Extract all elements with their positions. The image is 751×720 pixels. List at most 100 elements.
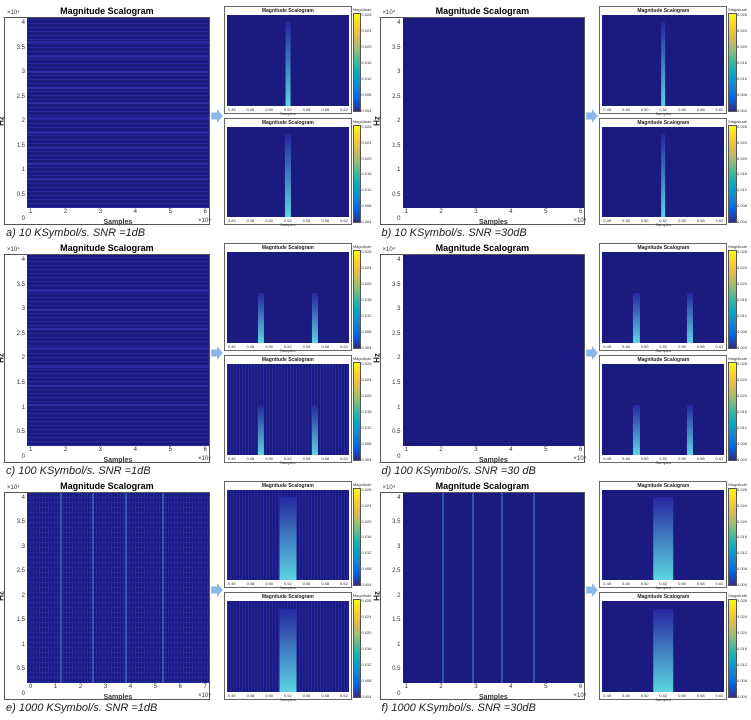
thumb-x-tick: 0.50 [265, 456, 273, 461]
x-tick: 2 [439, 209, 442, 224]
colorbar-strip [353, 250, 362, 349]
x-tick: 4 [509, 684, 512, 699]
colorbar-tick: 0.008 [737, 329, 747, 334]
spike [285, 134, 291, 217]
y-tick: 4 [5, 257, 25, 263]
vstreak [501, 493, 503, 683]
colorbar-tick: 0.020 [737, 281, 747, 286]
thumb-x-tick: 0.55 [678, 456, 686, 461]
colorbar-tick: 0.020 [361, 630, 371, 635]
hband [27, 290, 209, 292]
thumb-plot: Magnitude Scalogram0.450.480.500.520.550… [224, 118, 352, 226]
arrow-icon [585, 481, 599, 700]
x-tick: 3 [474, 209, 477, 224]
scalogram-bg [403, 493, 585, 683]
colorbar-ticks: 0.0280.0240.0200.0160.0120.0080.004 [361, 598, 371, 699]
thumbnail: Magnitude Scalogram0.450.480.500.520.550… [224, 6, 372, 114]
x-tick: 1 [29, 447, 32, 462]
panel-a: Magnitude Scalogram×10⁴43.532.521.510.50… [4, 6, 372, 239]
thumb-x-tick: 0.48 [622, 456, 630, 461]
colorbar-ticks: 0.0280.0240.0200.0160.0120.0080.004 [361, 361, 371, 462]
colorbar-strip [728, 488, 737, 587]
vstreak [162, 493, 164, 683]
x-label: Samples [479, 694, 508, 701]
thumb-title: Magnitude Scalogram [600, 356, 726, 363]
vstreak [125, 493, 127, 683]
thumb-x-tick: 0.45 [228, 456, 236, 461]
colorbar: Magnitude0.0280.0240.0200.0160.0120.0080… [727, 6, 747, 114]
x-tick: 5 [154, 684, 157, 699]
thumb-x-tick: 0.55 [678, 581, 686, 586]
thumb-x-tick: 0.55 [678, 218, 686, 223]
colorbar-tick: 0.012 [361, 550, 371, 555]
main-scalogram: Magnitude Scalogram×10⁴43.532.521.510.50… [380, 481, 586, 700]
thumb-x-tick: 0.50 [641, 693, 649, 698]
y-tick: 0 [5, 691, 25, 697]
thumb-x-axis: 0.450.480.500.520.550.580.62Samples [600, 344, 726, 350]
colorbar-tick: 0.016 [737, 646, 747, 651]
thumb-x-label: Samples [656, 222, 672, 227]
colorbar-tick: 0.004 [737, 694, 747, 699]
panel-caption: f) 1000 KSymbol/s. SNR =30dB [380, 702, 748, 714]
thumb-x-tick: 0.55 [678, 344, 686, 349]
arrow-icon [210, 6, 224, 225]
panel-caption: d) 100 KSymbol/s. SNR =30 dB [380, 465, 748, 477]
y-tick: 3.5 [381, 519, 401, 525]
thumb-x-label: Samples [656, 585, 672, 590]
x-tick: 4 [509, 447, 512, 462]
thumb-x-tick: 0.48 [247, 107, 255, 112]
thumb-area [602, 127, 724, 218]
x-axis: 123456Samples×10⁴ [27, 208, 209, 224]
y-tick: 0.5 [381, 192, 401, 198]
thumb-x-label: Samples [656, 460, 672, 465]
colorbar: Magnitude0.0280.0240.0200.0160.0120.0080… [727, 481, 747, 589]
colorbar-tick: 0.004 [737, 345, 747, 350]
thumb-x-tick: 0.45 [228, 344, 236, 349]
thumb-x-tick: 0.45 [228, 693, 236, 698]
x-tick: 3 [99, 209, 102, 224]
plot-area [403, 255, 585, 445]
colorbar-tick: 0.020 [737, 393, 747, 398]
x-tick: 2 [64, 447, 67, 462]
colorbar-ticks: 0.0280.0240.0200.0160.0120.0080.004 [737, 12, 747, 113]
thumb-plot: Magnitude Scalogram0.450.480.500.520.550… [224, 6, 352, 114]
colorbar-tick: 0.004 [737, 457, 747, 462]
thumb-title: Magnitude Scalogram [600, 482, 726, 489]
thumb-x-tick: 0.50 [641, 344, 649, 349]
x-tick: 1 [29, 209, 32, 224]
thumb-x-tick: 0.45 [228, 581, 236, 586]
colorbar-tick: 0.012 [737, 425, 747, 430]
plot-title: Magnitude Scalogram [380, 243, 586, 253]
colorbar-tick: 0.016 [737, 171, 747, 176]
colorbar: Magnitude0.0280.0240.0200.0160.0120.0080… [352, 355, 372, 463]
colorbar-tick: 0.012 [361, 313, 371, 318]
colorbar-tick: 0.004 [361, 582, 371, 587]
thumbnails: Magnitude Scalogram0.450.480.500.520.550… [224, 481, 372, 700]
colorbar-tick: 0.024 [361, 265, 371, 270]
colorbar-tick: 0.020 [361, 281, 371, 286]
x-label: Samples [103, 457, 132, 464]
thumbnail: Magnitude Scalogram0.450.480.500.520.550… [224, 355, 372, 463]
x-tick: 3 [474, 447, 477, 462]
thumb-plot: Magnitude Scalogram0.450.480.500.520.550… [599, 481, 727, 589]
thumb-x-tick: 0.50 [641, 218, 649, 223]
y-axis: ×10⁴43.532.521.510.50Hz [5, 255, 27, 461]
thumb-area [227, 252, 349, 343]
colorbar-tick: 0.020 [361, 156, 371, 161]
thumb-title: Magnitude Scalogram [600, 119, 726, 126]
thumb-x-tick: 0.45 [603, 107, 611, 112]
colorbar-tick: 0.028 [361, 598, 371, 603]
panel-caption: b) 10 KSymbol/s. SNR =30dB [380, 227, 748, 239]
y-tick: 3.5 [381, 45, 401, 51]
plot-frame: ×10⁴43.532.521.510.50Hz123456Samples×10⁴ [4, 254, 210, 462]
thumb-title: Magnitude Scalogram [225, 244, 351, 251]
y-tick: 2 [381, 593, 401, 599]
x-tick: 4 [509, 209, 512, 224]
panel-e: Magnitude Scalogram×10⁴43.532.521.510.50… [4, 481, 372, 714]
x-label: Samples [103, 694, 132, 701]
y-axis: ×10⁴43.532.521.510.50Hz [381, 18, 403, 224]
y-exponent: ×10⁴ [383, 10, 396, 16]
thumb-x-tick: 0.45 [228, 218, 236, 223]
x-tick: 2 [79, 684, 82, 699]
y-tick: 2 [381, 118, 401, 124]
